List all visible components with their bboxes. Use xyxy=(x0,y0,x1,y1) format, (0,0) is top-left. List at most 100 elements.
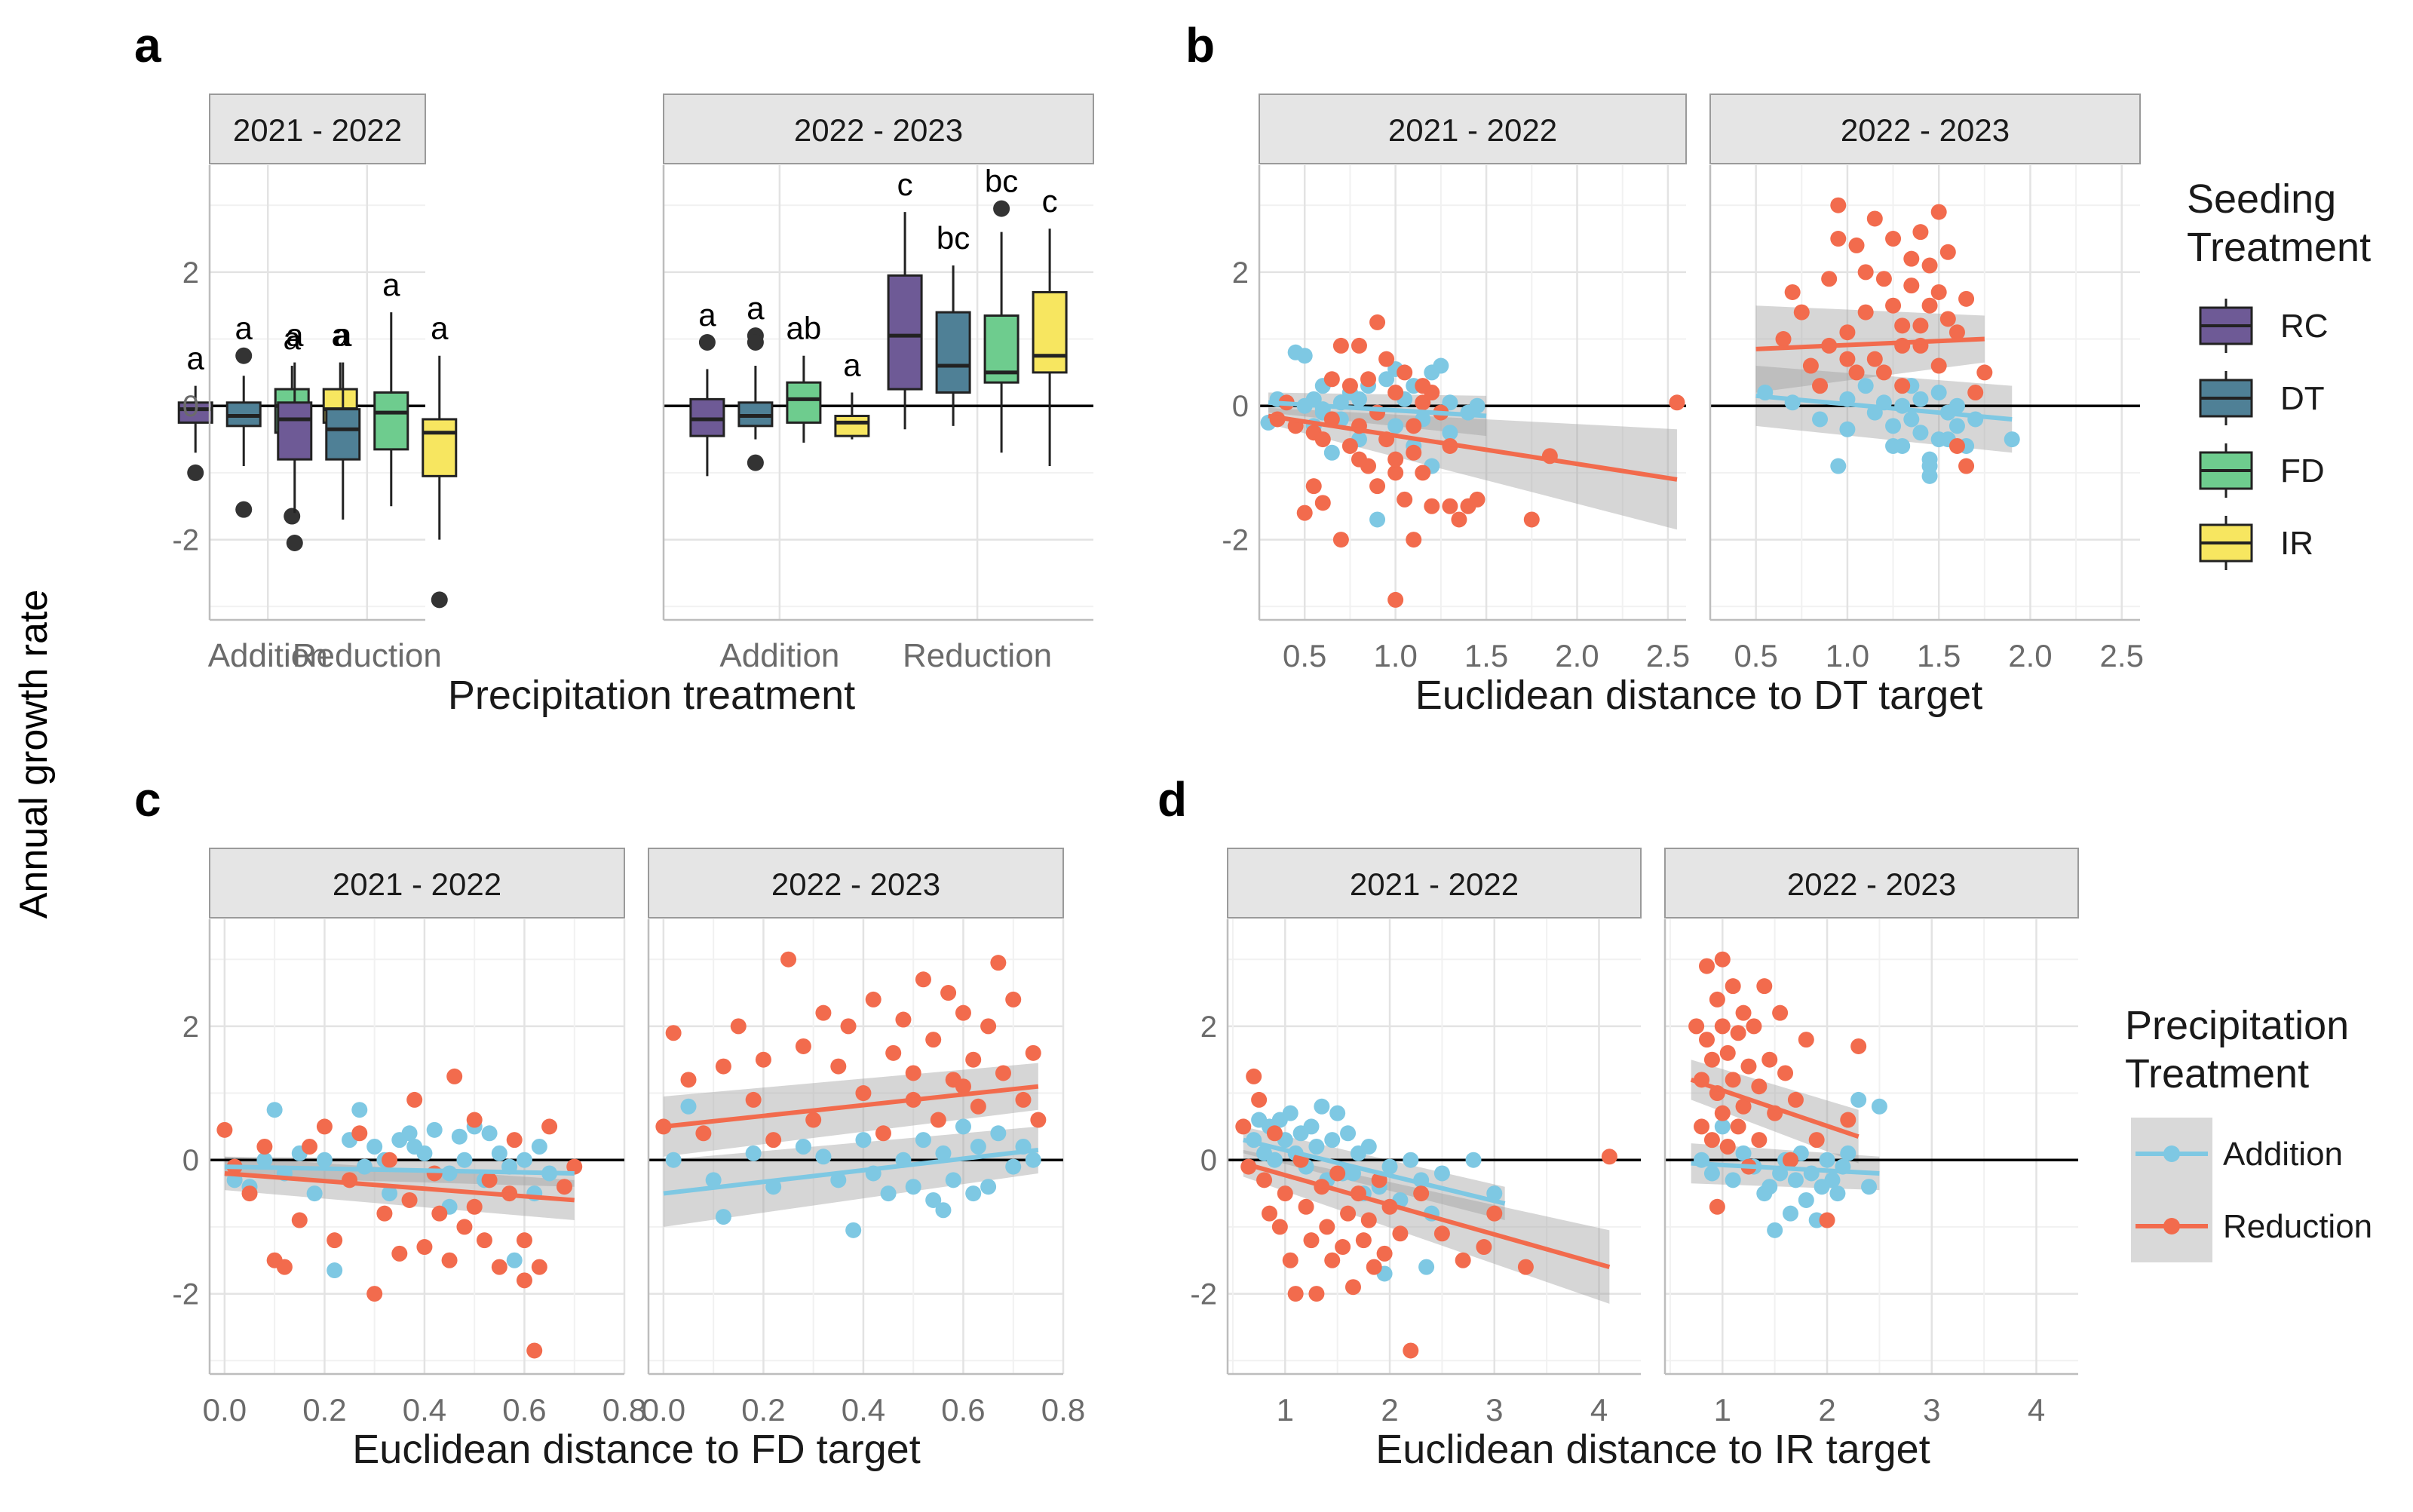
data-point-addition xyxy=(441,1165,458,1182)
legend-label: RC xyxy=(2280,308,2329,345)
panel-d-facet-2: 2022 - 2023 1 2 3 4 xyxy=(1663,848,2079,1428)
x-tick-label: 0.5 xyxy=(1734,638,1777,673)
significance-letter: c xyxy=(1042,183,1058,219)
data-point-addition xyxy=(830,1172,847,1188)
data-point-reduction xyxy=(930,1112,946,1128)
data-point-reduction xyxy=(1433,1225,1450,1242)
data-point-reduction xyxy=(1387,385,1404,400)
data-point-addition xyxy=(1839,421,1856,437)
legend-label: FD xyxy=(2280,452,2325,489)
legend-title: Precipitation xyxy=(2125,1003,2349,1048)
data-point-reduction xyxy=(1802,357,1819,374)
significance-letter: a xyxy=(286,317,304,353)
data-point-reduction xyxy=(1848,364,1865,381)
data-point-reduction xyxy=(1406,418,1422,434)
x-tick-label: 2.5 xyxy=(2100,638,2144,673)
x-tick-label: 2.0 xyxy=(1555,638,1599,673)
data-point-reduction xyxy=(466,1112,483,1128)
data-point-reduction xyxy=(446,1068,463,1084)
facet-strip xyxy=(209,848,625,919)
data-point-addition xyxy=(1735,1145,1752,1161)
data-point-addition xyxy=(1912,425,1929,441)
data-point-reduction xyxy=(1256,1172,1273,1188)
data-point-reduction xyxy=(875,1125,891,1142)
regression-line-addition xyxy=(663,1147,1039,1196)
data-point-reduction xyxy=(1397,364,1413,381)
x-tick-label: 0.6 xyxy=(941,1392,985,1428)
x-tick-label: 0.6 xyxy=(502,1392,546,1428)
data-point-reduction xyxy=(1714,1018,1731,1035)
boxplot-reduction-fd: bc xyxy=(983,164,1019,453)
data-point-reduction xyxy=(1376,1245,1393,1262)
data-point-addition xyxy=(1767,1222,1783,1238)
data-point-addition xyxy=(1005,1158,1022,1175)
y-tick-label: 0 xyxy=(182,390,199,423)
x-tick-label: 1.5 xyxy=(1464,638,1508,673)
boxplot-addition-fd: ab xyxy=(786,311,822,443)
data-point-reduction xyxy=(965,1051,982,1068)
x-axis-title: Euclidean distance to FD target xyxy=(352,1427,920,1472)
data-point-reduction xyxy=(885,1044,902,1061)
data-point-addition xyxy=(955,1118,971,1135)
data-point-reduction xyxy=(1808,1132,1825,1149)
data-point-reduction xyxy=(481,1172,498,1188)
facet-strip-label: 2021 - 2022 xyxy=(233,112,402,148)
x-axis-title: Euclidean distance to DT target xyxy=(1415,673,1982,718)
data-point-addition xyxy=(366,1139,383,1155)
data-point-addition xyxy=(1387,418,1404,434)
data-point-addition xyxy=(1948,418,1965,434)
data-point-reduction xyxy=(1698,1032,1715,1048)
data-point-reduction xyxy=(895,1011,912,1028)
data-point-reduction xyxy=(1296,505,1313,521)
data-point-reduction xyxy=(840,1018,857,1035)
data-point-reduction xyxy=(915,971,931,988)
data-point-reduction xyxy=(1730,1118,1746,1135)
facet-strip-label: 2022 - 2023 xyxy=(1841,112,2010,148)
data-point-reduction xyxy=(441,1252,458,1268)
box-iqr xyxy=(786,381,822,424)
data-point-reduction xyxy=(1344,1279,1361,1296)
significance-letter: ab xyxy=(786,311,822,346)
data-point-addition xyxy=(915,1132,931,1149)
data-point-reduction xyxy=(1005,991,1022,1007)
facet-strip xyxy=(663,94,1094,164)
outlier-point xyxy=(187,464,204,481)
outlier-point xyxy=(431,591,448,609)
data-point-reduction xyxy=(1277,1185,1293,1202)
data-point-reduction xyxy=(1751,1078,1768,1095)
data-point-addition xyxy=(1857,378,1874,394)
y-tick-label: -2 xyxy=(172,1278,199,1311)
data-point-reduction xyxy=(1332,532,1349,548)
data-point-addition xyxy=(1703,1165,1720,1182)
data-point-reduction xyxy=(426,1165,443,1182)
data-point-addition xyxy=(406,1139,423,1155)
data-point-addition xyxy=(426,1121,443,1138)
data-point-reduction xyxy=(1782,1152,1798,1168)
boxplot-reduction-dt: bc xyxy=(935,220,971,426)
significance-letter: a xyxy=(747,290,765,326)
data-point-addition xyxy=(1323,444,1340,461)
y-tick-label: 0 xyxy=(1200,1144,1217,1177)
panel-c-facet-2: 2022 - 2023 0.0 0.2 0.4 0.6 0.8 xyxy=(642,848,1085,1428)
outlier-point xyxy=(284,508,301,525)
data-point-addition xyxy=(1303,1118,1320,1135)
data-point-reduction xyxy=(1360,458,1377,474)
data-point-reduction xyxy=(1866,351,1883,367)
data-point-reduction xyxy=(1335,1239,1351,1256)
data-point-reduction xyxy=(1406,444,1422,461)
data-point-reduction xyxy=(955,1004,971,1021)
data-point-reduction xyxy=(1948,324,1965,341)
data-point-reduction xyxy=(1912,224,1929,241)
data-point-reduction xyxy=(406,1091,423,1108)
box-iqr xyxy=(1032,290,1068,374)
panel-d-facet-1: 2021 - 2022 1 2 3 4 -2 0 2 xyxy=(1190,848,1642,1428)
data-point-reduction xyxy=(1329,1165,1346,1182)
data-point-addition xyxy=(316,1152,333,1168)
data-point-reduction xyxy=(1282,1252,1298,1268)
data-point-reduction xyxy=(695,1125,712,1142)
data-point-reduction xyxy=(995,1065,1011,1081)
data-point-addition xyxy=(680,1098,697,1115)
x-tick-label: 2.0 xyxy=(2008,638,2052,673)
